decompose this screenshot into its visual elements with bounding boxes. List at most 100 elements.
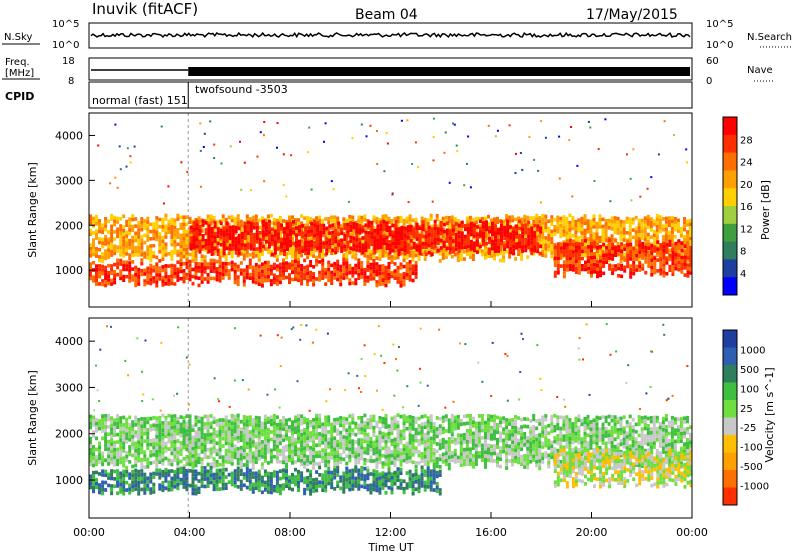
power-cell [441,249,445,253]
power-cell [523,232,527,237]
power-cell [611,267,615,272]
power-cell [442,244,446,248]
power-cell [653,245,657,250]
power-cell [590,241,593,246]
velocity-cell [312,462,316,467]
velocity-cell [260,432,264,437]
power-cell [577,239,581,244]
velocity-cell [182,464,186,468]
power-cell [185,276,189,280]
power-cell [598,250,602,254]
power-cell [204,242,208,247]
power-cell [306,268,310,272]
power-cell [388,250,392,255]
velocity-cell [351,413,355,418]
power-cell [333,244,337,248]
power-cell [598,253,602,258]
velocity-cell [285,418,288,423]
velocity-cell [176,446,180,451]
power-cell [212,276,216,281]
power-cell [411,258,415,262]
power-cell [571,257,575,261]
power-cell [128,272,132,276]
velocity-cell [101,462,105,467]
velocity-cell [158,452,162,457]
power-cell [146,220,150,224]
power-cell [381,267,385,272]
power-cell [500,223,503,228]
power-cell [375,283,379,288]
power-cell [143,233,147,238]
power-cell [559,242,563,247]
power-cell [291,247,294,252]
power-cell [599,255,602,260]
power-cell [515,235,519,239]
velocity-cell [357,453,361,457]
power-cell [689,271,693,275]
power-cell [659,268,663,272]
velocity-cell [185,425,189,430]
power-cell [589,223,593,227]
power-cell [653,270,657,275]
power-cell [412,231,416,235]
power-cell [298,243,301,247]
velocity-cell [408,452,412,456]
power-cell [482,221,485,225]
power-cell [164,278,168,282]
power-cell [423,221,427,225]
power-cell [500,231,503,235]
power-cell [270,241,274,246]
velocity-cell [399,459,403,463]
power-cell [402,222,406,226]
power-cell [189,243,193,247]
power-cell [95,218,98,222]
velocity-cell [309,449,313,454]
power-cell [466,234,470,238]
velocity-cell [179,441,183,445]
power-cell [333,226,337,230]
power-cell [170,281,174,286]
power-cell [278,262,282,267]
velocity-cell [315,436,319,440]
power-cell [164,264,168,268]
velocity-cell [230,413,234,418]
power-cell [334,239,338,244]
velocity-cell [152,416,156,420]
power-scatter-point [466,162,468,165]
power-cell [122,254,126,258]
power-cell [252,222,256,226]
velocity-cell [134,460,138,464]
velocity-cell [357,442,361,446]
velocity-cell [149,424,153,428]
power-cell [227,215,231,220]
velocity-cell [393,459,397,464]
power-cell [397,234,401,239]
velocity-cell [149,416,153,421]
velocity-cell [399,448,403,452]
velocity-cell [303,464,307,469]
power-cell [92,279,95,283]
power-cell [161,228,165,233]
velocity-cell [248,437,252,442]
power-cell [539,244,543,249]
velocity-cell [98,452,101,457]
power-cell [95,232,98,237]
power-cell [92,241,95,246]
power-cell [652,233,656,238]
cpid-panel-frame [88,81,693,109]
velocity-cell [408,437,412,441]
power-cell [221,218,225,222]
power-cell [369,273,373,278]
power-cell [328,238,332,243]
velocity-cell [140,461,144,466]
velocity-cell [155,438,159,443]
power-cell [456,251,460,255]
power-cell [300,267,304,272]
power-cell [622,223,626,228]
power-cell [468,251,472,256]
power-cell [286,229,289,234]
power-cell [411,264,415,268]
velocity-cell [143,424,147,429]
power-cell [574,223,578,227]
power-cell [460,224,464,228]
